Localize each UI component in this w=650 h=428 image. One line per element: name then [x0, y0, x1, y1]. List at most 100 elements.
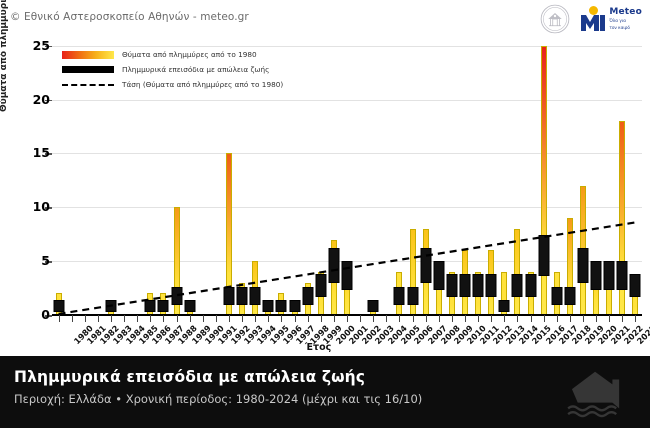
x-tick-mark	[360, 315, 362, 322]
x-tick-mark	[438, 315, 440, 322]
y-tick-mark	[45, 261, 52, 263]
x-tick-mark	[504, 315, 506, 322]
gridline	[52, 207, 642, 209]
episodes-bar[interactable]	[446, 273, 458, 298]
episodes-bar[interactable]	[485, 273, 497, 298]
bar-slot[interactable]	[367, 30, 380, 315]
gridline	[52, 99, 642, 101]
episodes-bar[interactable]	[53, 299, 65, 312]
meteo-sun-dot	[589, 6, 599, 15]
episodes-bar[interactable]	[590, 260, 602, 291]
episodes-bar[interactable]	[629, 273, 641, 298]
y-tick-mark	[45, 153, 52, 156]
episodes-bar[interactable]	[184, 299, 196, 312]
episodes-bar[interactable]	[420, 247, 432, 284]
episodes-bar[interactable]	[603, 260, 615, 291]
episodes-bar[interactable]	[236, 286, 248, 305]
bar-slot[interactable]	[419, 30, 432, 315]
x-tick-mark	[412, 315, 414, 322]
episodes-bar[interactable]	[511, 273, 523, 298]
x-tick-mark	[255, 315, 257, 322]
bar-slot[interactable]	[275, 30, 288, 315]
x-tick-mark	[543, 315, 545, 322]
episodes-bar[interactable]	[341, 260, 353, 291]
bar-slot[interactable]	[288, 30, 301, 315]
x-tick-mark	[124, 315, 126, 322]
legend-label-episodes: Πλημμυρικά επεισόδια με απώλεια ζωής	[122, 65, 270, 74]
episodes-bar[interactable]	[577, 247, 589, 284]
episodes-bar[interactable]	[551, 286, 563, 305]
x-tick-mark	[596, 315, 598, 322]
episodes-bar[interactable]	[289, 299, 301, 312]
legend-swatch-black	[62, 66, 114, 73]
x-tick-mark	[242, 315, 244, 322]
x-tick-mark	[176, 315, 178, 322]
episodes-bar[interactable]	[407, 286, 419, 305]
x-tick-mark	[373, 315, 375, 322]
x-tick-marks	[52, 315, 642, 325]
episodes-bar[interactable]	[302, 286, 314, 305]
x-tick-mark	[556, 315, 558, 322]
episodes-bar[interactable]	[498, 299, 510, 312]
x-tick-mark	[189, 315, 191, 322]
meteo-wordmark: Meteo Όλα για τον καιρό	[609, 8, 642, 30]
meteo-mark-icon	[580, 6, 606, 32]
bar-slot[interactable]	[485, 30, 498, 315]
y-tick-label: 20	[32, 91, 50, 107]
episodes-bar[interactable]	[262, 299, 274, 312]
episodes-bar[interactable]	[616, 260, 628, 291]
meteo-tagline-2: τον καιρό	[609, 24, 630, 30]
chart-legend: Θύματα από πλημμύρες από το 1980 Πλημμυρ…	[62, 47, 283, 92]
meteo-logo: Meteo Όλα για τον καιρό	[580, 6, 642, 32]
x-tick-mark	[569, 315, 571, 322]
episodes-bar[interactable]	[367, 299, 379, 312]
x-tick-mark	[307, 315, 309, 322]
x-tick-mark	[137, 315, 139, 322]
x-tick-mark	[202, 315, 204, 322]
x-tick-mark	[635, 315, 637, 322]
episodes-bar[interactable]	[564, 286, 576, 305]
episodes-bar[interactable]	[157, 299, 169, 312]
x-tick-mark	[451, 315, 453, 322]
y-tick-mark	[45, 207, 52, 209]
episodes-bar[interactable]	[144, 299, 156, 312]
bar-slot[interactable]	[537, 30, 550, 315]
bar-slot[interactable]	[498, 30, 511, 315]
y-tick-label: 25	[32, 37, 50, 53]
bar-slot[interactable]	[616, 30, 629, 315]
episodes-bar[interactable]	[393, 286, 405, 305]
x-tick-mark	[281, 315, 283, 322]
episodes-bar[interactable]	[538, 234, 550, 277]
legend-item-victims: Θύματα από πλημμύρες από το 1980	[62, 47, 283, 62]
footer-banner: Πλημμυρικά επεισόδια με απώλεια ζωής Περ…	[0, 356, 650, 428]
x-tick-mark	[150, 315, 152, 322]
x-tick-mark	[609, 315, 611, 322]
episodes-bar[interactable]	[459, 273, 471, 298]
x-tick-mark	[84, 315, 86, 322]
flooded-house-icon	[567, 371, 620, 418]
y-tick-label: 0	[41, 307, 50, 322]
y-tick-mark	[45, 99, 52, 102]
legend-label-victims: Θύματα από πλημμύρες από το 1980	[122, 50, 257, 59]
x-tick-mark	[583, 315, 584, 322]
y-tick-label: 5	[41, 253, 50, 269]
x-tick-mark	[386, 315, 388, 322]
bar-slot[interactable]	[563, 30, 576, 315]
x-axis-label: Έτος	[305, 342, 332, 353]
noa-seal-icon	[541, 4, 570, 34]
episodes-bar[interactable]	[315, 273, 327, 298]
legend-item-episodes: Πλημμυρικά επεισόδια με απώλεια ζωής	[62, 62, 283, 77]
y-tick-mark	[45, 315, 52, 317]
x-tick-mark	[163, 315, 165, 322]
x-tick-mark	[333, 315, 335, 322]
episodes-bar[interactable]	[275, 299, 287, 312]
episodes-bar[interactable]	[433, 260, 445, 291]
episodes-bar[interactable]	[472, 273, 484, 298]
episodes-bar[interactable]	[525, 273, 537, 298]
meteo-letter-m	[581, 15, 606, 31]
episodes-bar[interactable]	[328, 247, 340, 284]
footer-title: Πλημμυρικά επεισόδια με απώλεια ζωής	[14, 368, 366, 386]
x-tick-mark	[465, 315, 466, 322]
episodes-bar[interactable]	[249, 286, 261, 305]
